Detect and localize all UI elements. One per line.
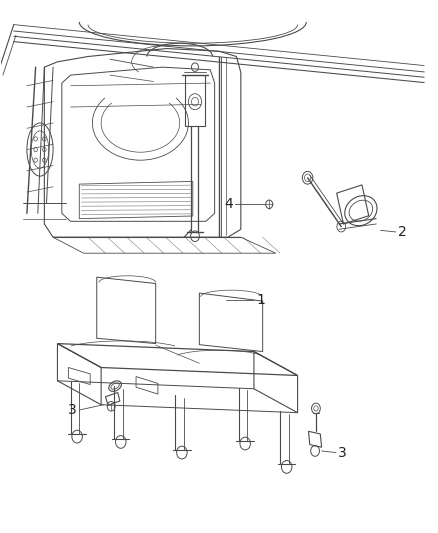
- Text: 1: 1: [256, 293, 265, 307]
- Text: 4: 4: [224, 197, 233, 211]
- Text: 2: 2: [398, 225, 407, 239]
- Text: 3: 3: [338, 446, 346, 459]
- Bar: [185, 75, 205, 126]
- Bar: [337, 185, 369, 224]
- Text: 3: 3: [68, 403, 77, 417]
